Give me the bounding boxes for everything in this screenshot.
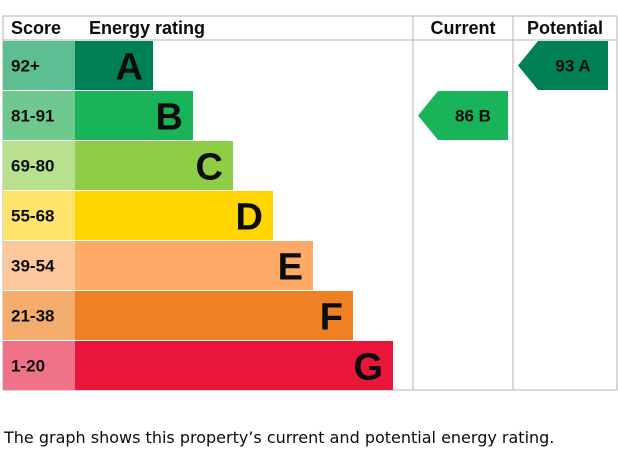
score-cell-c bbox=[3, 141, 75, 190]
header-score: Score bbox=[11, 18, 61, 38]
score-label-c: 69-80 bbox=[11, 157, 54, 176]
rating-letter-f: F bbox=[320, 297, 343, 339]
header-potential: Potential bbox=[527, 18, 603, 38]
score-label-f: 21-38 bbox=[11, 307, 54, 326]
score-cell-f bbox=[3, 291, 75, 340]
potential-arrow bbox=[518, 41, 608, 90]
rating-letter-c: C bbox=[196, 147, 223, 189]
rating-letter-a: A bbox=[116, 47, 143, 89]
score-label-b: 81-91 bbox=[11, 107, 54, 126]
rating-bar-b bbox=[75, 91, 193, 140]
header-rating: Energy rating bbox=[89, 18, 205, 38]
rating-bar-a bbox=[75, 41, 153, 90]
rating-letter-e: E bbox=[278, 247, 303, 289]
current-rating-label: 86 B bbox=[455, 107, 491, 126]
score-cell-e bbox=[3, 241, 75, 290]
score-label-g: 1-20 bbox=[11, 357, 45, 376]
rating-bar-g bbox=[75, 341, 393, 390]
score-cell-a bbox=[3, 41, 75, 90]
rating-bar-d bbox=[75, 191, 273, 240]
header-current: Current bbox=[430, 18, 495, 38]
rating-bar-e bbox=[75, 241, 313, 290]
rating-letter-d: D bbox=[236, 197, 263, 239]
score-label-d: 55-68 bbox=[11, 207, 54, 226]
potential-rating-label: 93 A bbox=[555, 57, 590, 76]
rating-letter-g: G bbox=[353, 347, 383, 389]
current-arrow bbox=[418, 91, 508, 140]
score-label-e: 39-54 bbox=[11, 257, 55, 276]
chart-caption: The graph shows this property’s current … bbox=[4, 428, 555, 447]
epc-chart: Score Energy rating Current Potential 92+ A 81… bbox=[2, 15, 618, 391]
rating-letter-b: B bbox=[156, 97, 183, 139]
score-cell-g bbox=[3, 341, 75, 390]
score-cell-d bbox=[3, 191, 75, 240]
rating-bar-c bbox=[75, 141, 233, 190]
rating-bar-f bbox=[75, 291, 353, 340]
score-label-a: 92+ bbox=[11, 57, 40, 76]
score-cell-b bbox=[3, 91, 75, 140]
